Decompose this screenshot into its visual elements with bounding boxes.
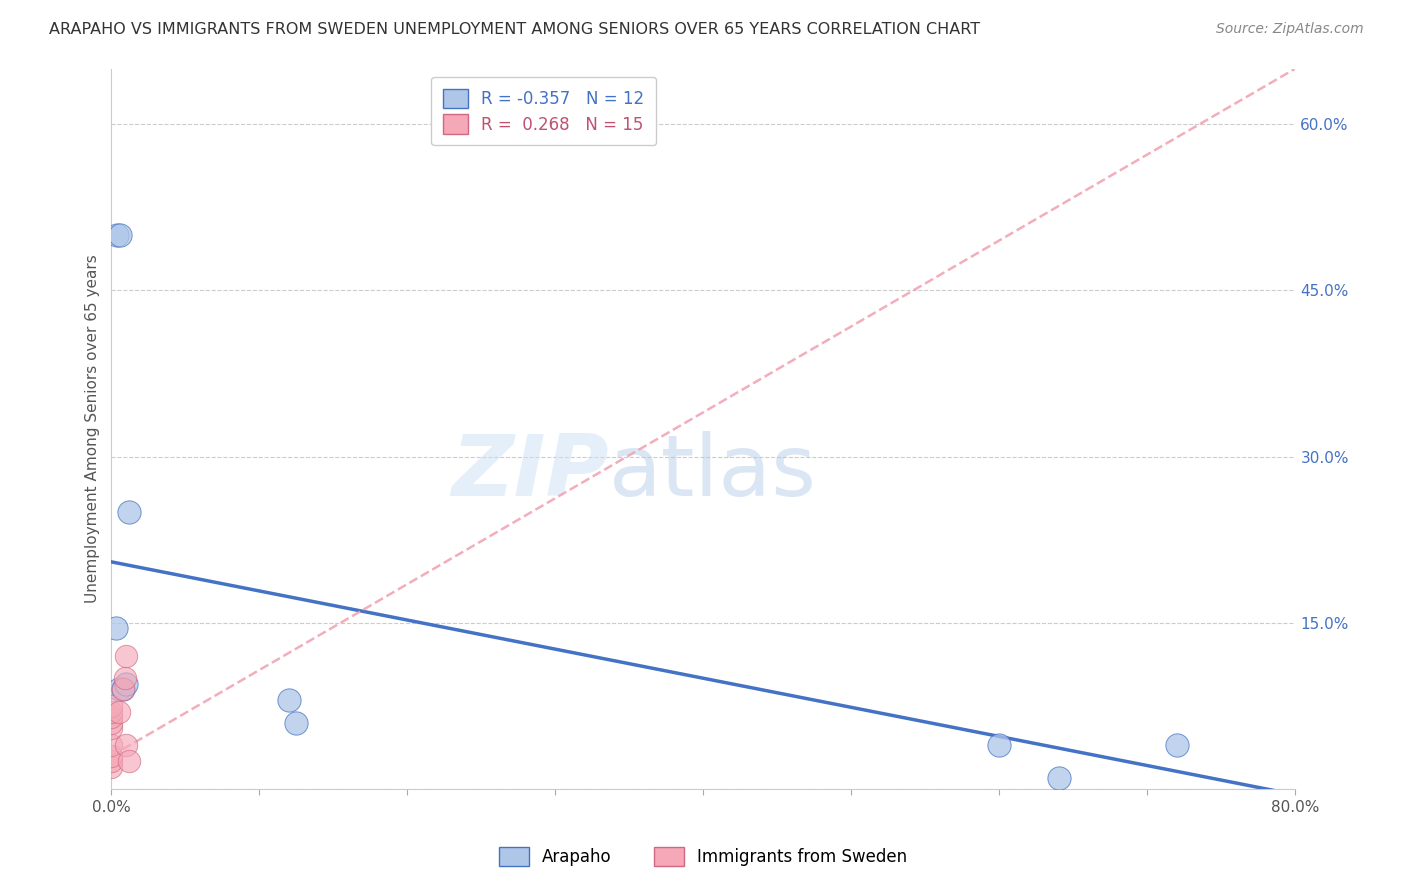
Point [100, 755, 122, 769]
Y-axis label: Unemployment Among Seniors over 65 years: Unemployment Among Seniors over 65 years [86, 254, 100, 603]
Point [108, 682, 131, 697]
Point [278, 693, 301, 707]
Point [100, 738, 122, 752]
Point [100, 721, 122, 735]
Point [112, 682, 135, 697]
Point [104, 621, 127, 635]
Point [110, 227, 132, 242]
Point [100, 715, 122, 730]
Point [112, 682, 135, 697]
Point [100, 710, 122, 724]
Point [988, 738, 1011, 752]
Point [100, 748, 122, 763]
Point [1047, 771, 1070, 785]
Text: ARAPAHO VS IMMIGRANTS FROM SWEDEN UNEMPLOYMENT AMONG SENIORS OVER 65 YEARS CORRE: ARAPAHO VS IMMIGRANTS FROM SWEDEN UNEMPL… [49, 22, 980, 37]
Point [115, 677, 138, 691]
Point [100, 698, 122, 713]
Point [1166, 738, 1188, 752]
Point [114, 671, 136, 685]
Legend: R = -0.357   N = 12, R =  0.268   N = 15: R = -0.357 N = 12, R = 0.268 N = 15 [432, 77, 657, 145]
Point [118, 505, 141, 519]
Point [105, 227, 128, 242]
Text: atlas: atlas [609, 431, 817, 514]
Point [118, 755, 141, 769]
Point [115, 738, 138, 752]
Point [108, 705, 131, 719]
Point [285, 715, 308, 730]
Legend: Arapaho, Immigrants from Sweden: Arapaho, Immigrants from Sweden [491, 838, 915, 875]
Point [100, 760, 122, 774]
Text: Source: ZipAtlas.com: Source: ZipAtlas.com [1216, 22, 1364, 37]
Point [115, 649, 138, 664]
Text: ZIP: ZIP [451, 431, 609, 514]
Point [100, 705, 122, 719]
